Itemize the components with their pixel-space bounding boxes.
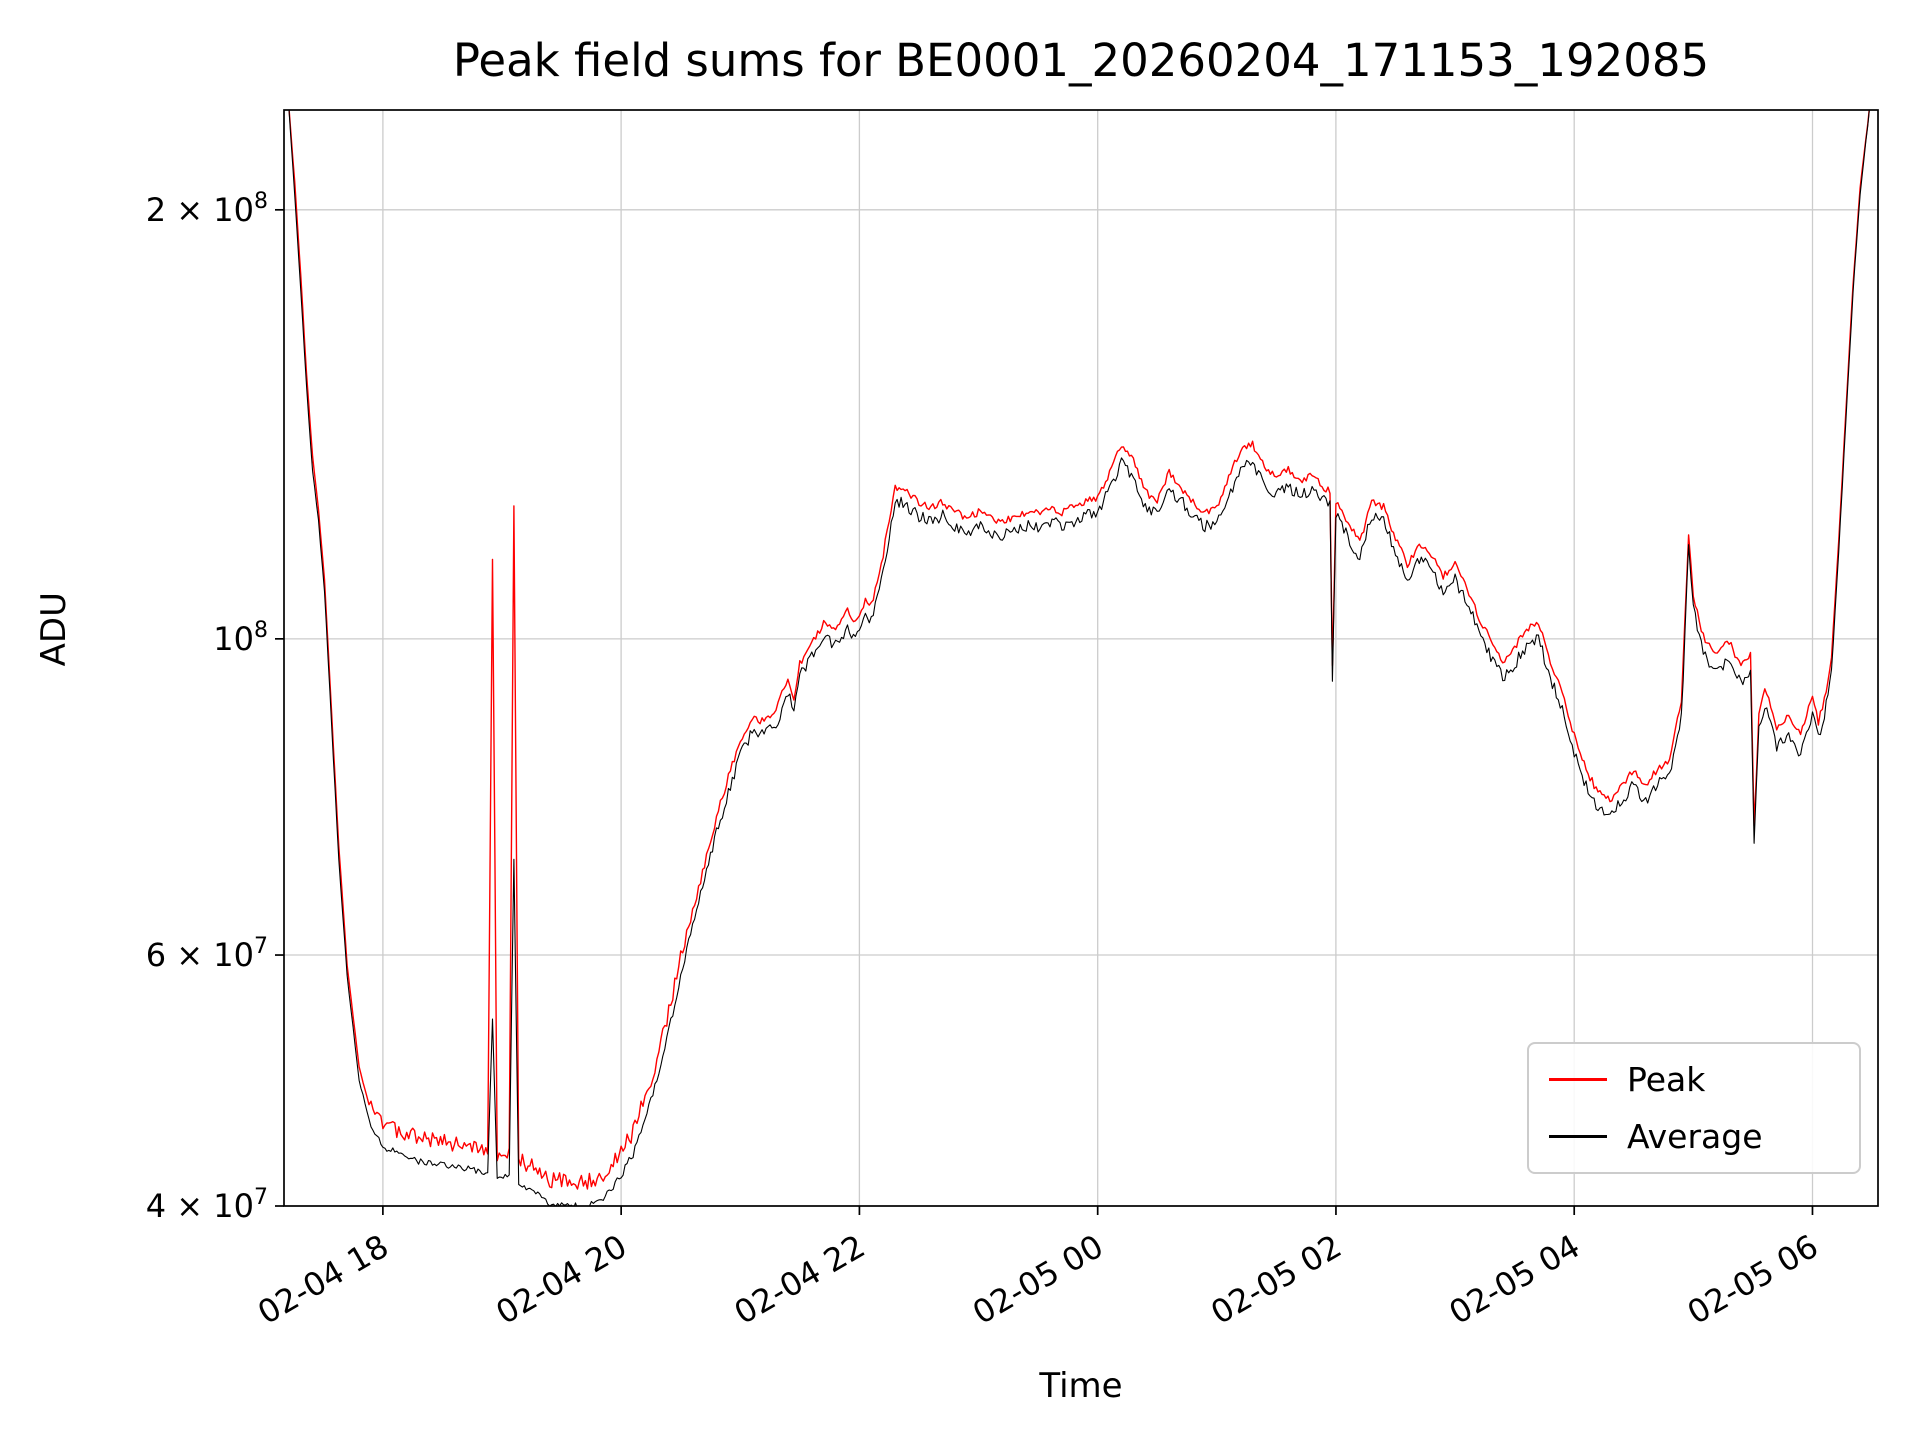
y-tick-label: 108 (213, 618, 268, 658)
plot-border (283, 109, 1879, 1207)
average-series-line (288, 110, 1870, 1206)
y-axis-label: ADU (34, 592, 74, 667)
average-line-swatch (1549, 1135, 1607, 1138)
y-tick-label: 4 × 107 (146, 1185, 268, 1225)
peak-line-swatch (1549, 1078, 1607, 1081)
legend-item-peak: Peak (1549, 1060, 1835, 1099)
legend-item-average: Average (1549, 1117, 1835, 1156)
x-tick-label: 02-04 22 (728, 1227, 872, 1332)
x-tick-label: 02-05 04 (1443, 1227, 1587, 1332)
x-tick-label: 02-04 20 (490, 1227, 634, 1332)
x-tick-label: 02-05 00 (966, 1227, 1110, 1332)
y-tick-label: 2 × 108 (146, 189, 268, 229)
legend-label-peak: Peak (1627, 1060, 1706, 1099)
chart-title: Peak field sums for BE0001_20260204_1711… (452, 34, 1710, 87)
x-tick-label: 02-04 18 (251, 1227, 395, 1332)
x-tick-label: 02-05 02 (1204, 1227, 1348, 1332)
legend: Peak Average (1527, 1042, 1861, 1174)
peak-series-line (288, 110, 1870, 1190)
y-tick-label: 6 × 107 (146, 934, 268, 974)
x-tick-label: 02-05 06 (1681, 1227, 1825, 1332)
legend-label-average: Average (1627, 1117, 1763, 1156)
x-axis-label: Time (1039, 1366, 1123, 1406)
